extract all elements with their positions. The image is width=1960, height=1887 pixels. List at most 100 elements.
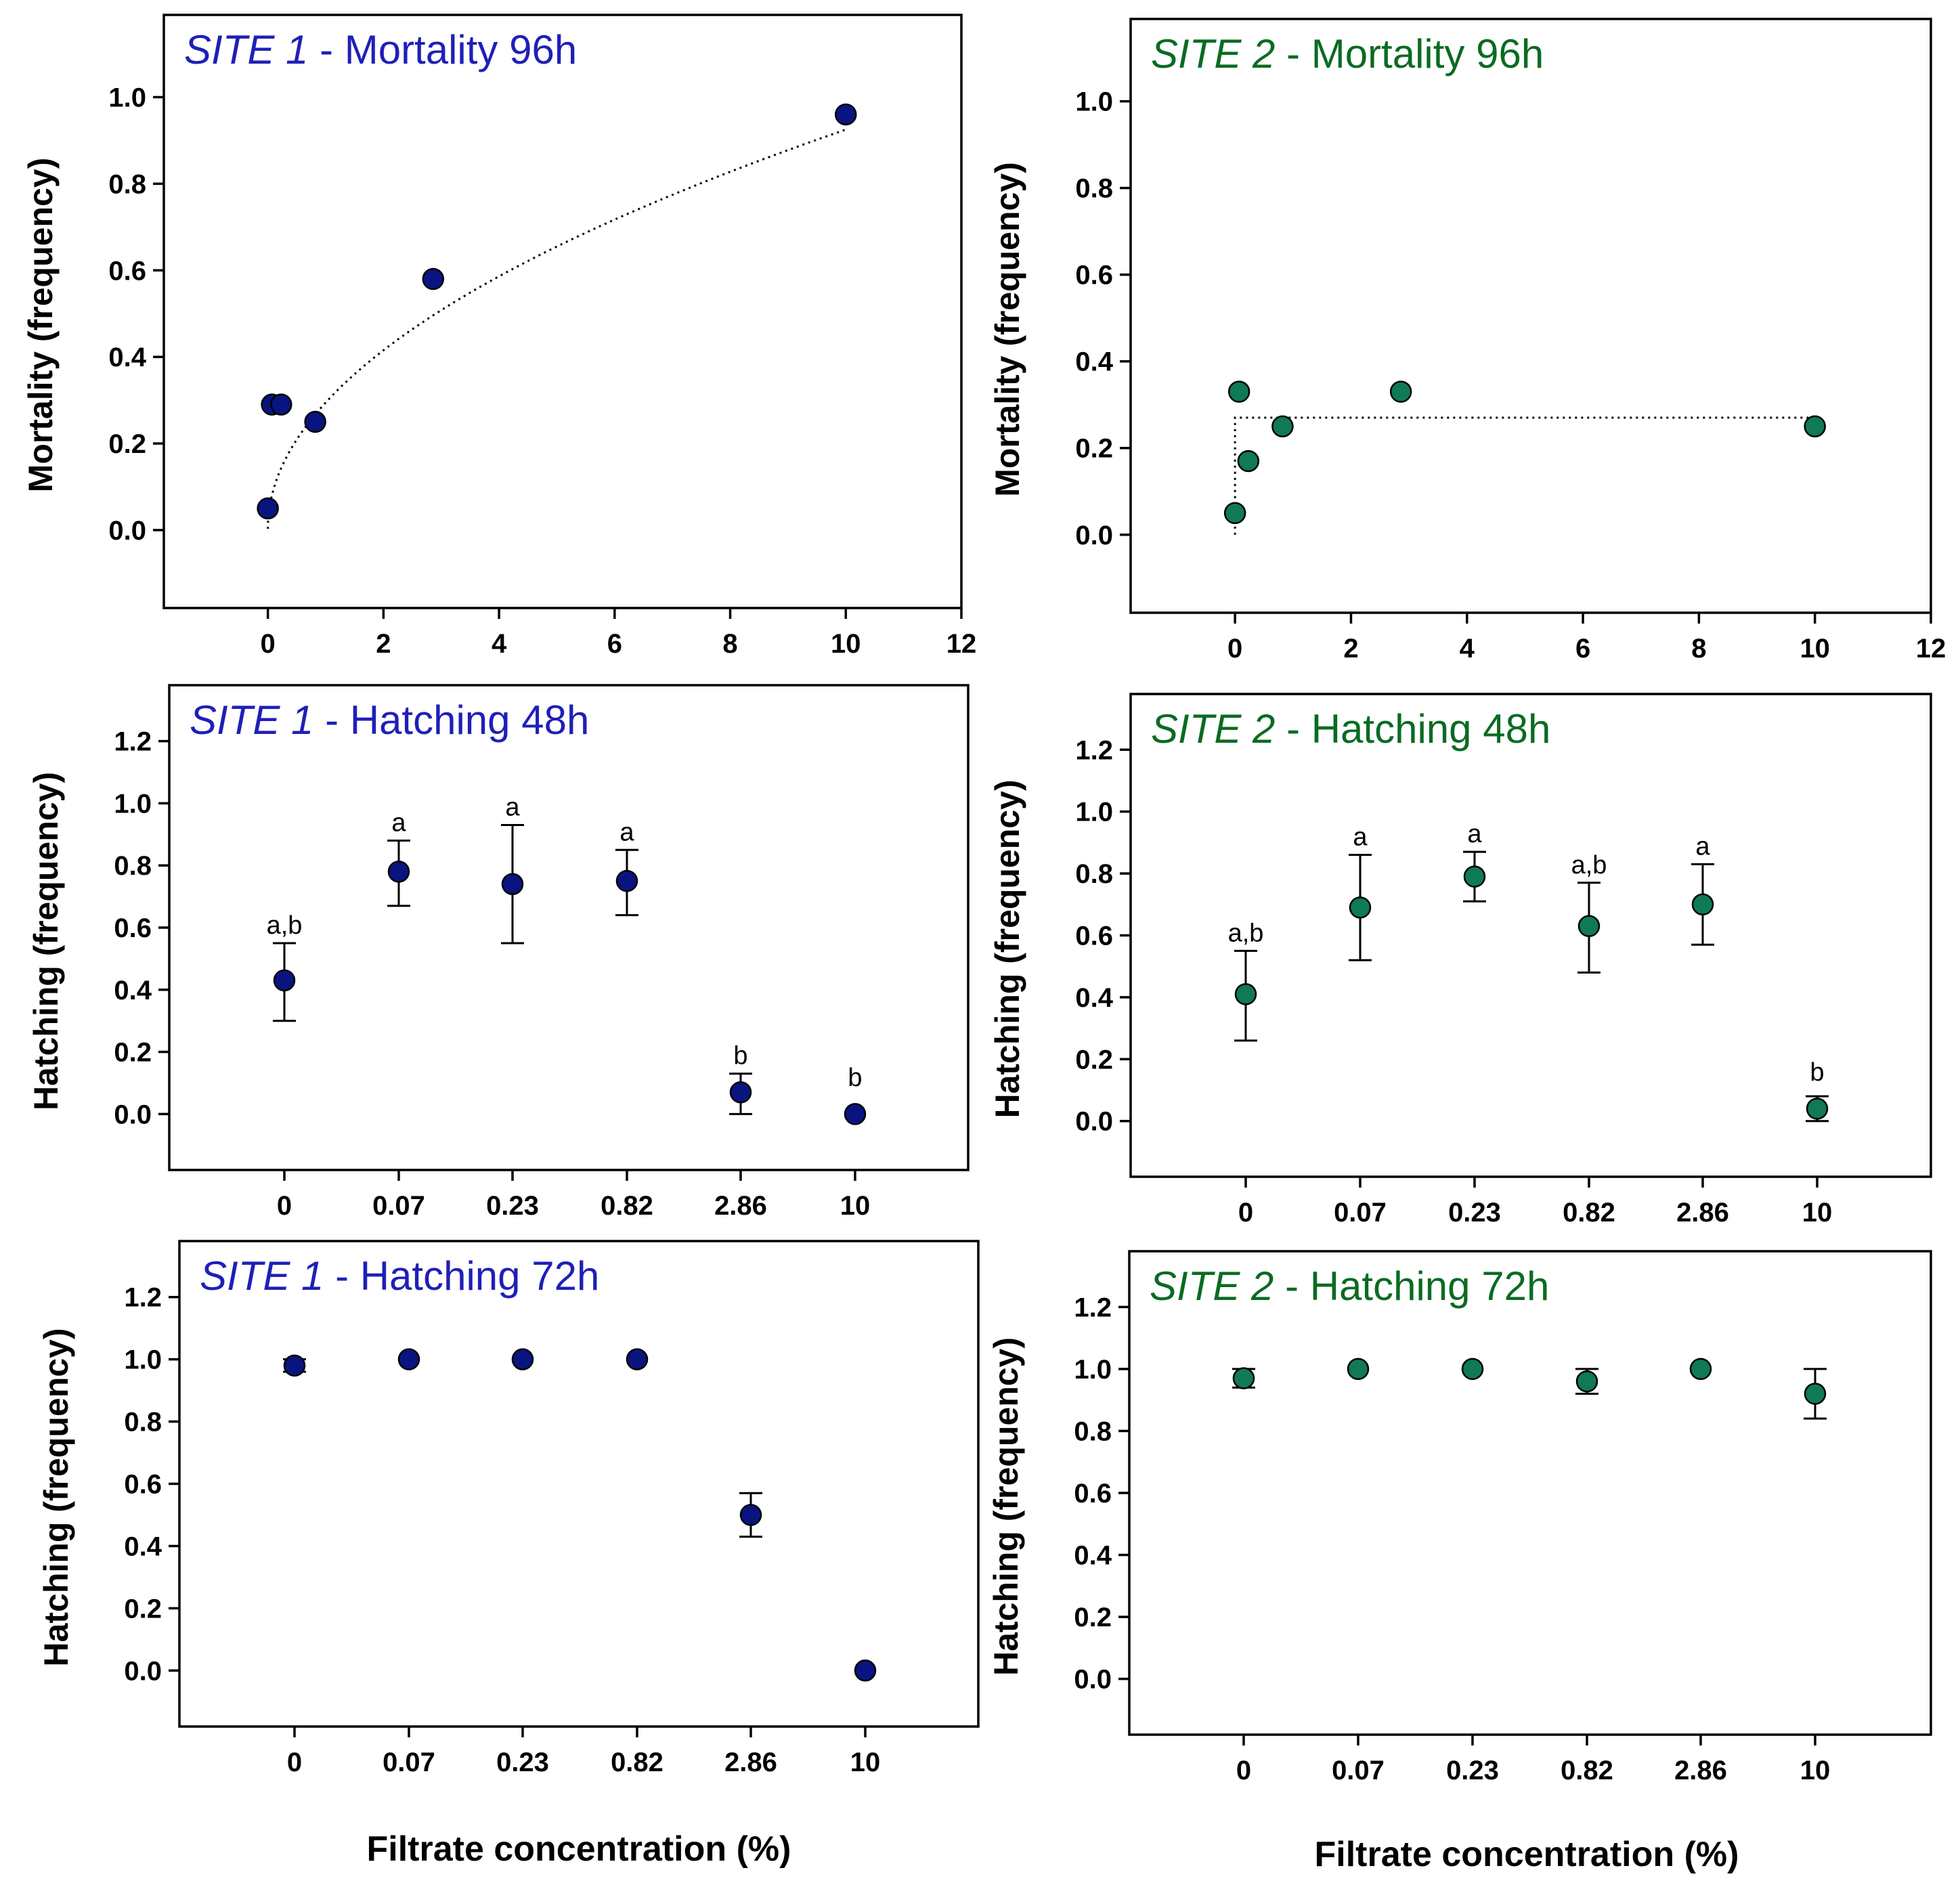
data-point	[270, 393, 292, 416]
x-tick-label: 0.82	[1563, 1198, 1615, 1228]
panel-title-site: SITE 1	[190, 697, 325, 743]
data-point	[1223, 502, 1246, 525]
data-point	[626, 1348, 649, 1370]
panel-title: SITE 1 - Mortality 96h	[184, 27, 577, 72]
y-tick-label: 0.2	[108, 429, 146, 459]
data-point	[1689, 1358, 1712, 1381]
data-point	[1463, 865, 1486, 888]
data-point	[1577, 915, 1600, 938]
y-tick-label: 0.2	[124, 1594, 162, 1624]
y-tick-label: 0.6	[124, 1470, 162, 1500]
x-tick-label: 0.07	[372, 1191, 425, 1221]
x-tick-label: 8	[1691, 634, 1706, 664]
significance-label: a	[619, 818, 634, 846]
data-point	[511, 1348, 534, 1370]
panel-title: SITE 2 - Hatching 48h	[1151, 706, 1550, 752]
data-point	[1389, 381, 1412, 403]
data-point	[844, 1103, 867, 1125]
significance-label: a	[1695, 832, 1710, 861]
y-tick-label: 0.8	[108, 169, 146, 199]
data-point	[273, 969, 296, 992]
data-point	[729, 1081, 752, 1104]
data-point	[1806, 1098, 1829, 1120]
y-axis-label: Hatching (frequency)	[988, 779, 1026, 1118]
x-tick-label: 0.23	[486, 1191, 539, 1221]
x-tick-label: 0.82	[601, 1191, 653, 1221]
y-tick-label: 0.0	[1074, 1665, 1112, 1695]
y-tick-label: 1.0	[1074, 1355, 1112, 1385]
x-tick-label: 2.86	[724, 1748, 777, 1777]
y-tick-label: 1.0	[108, 83, 146, 112]
fit-curve	[1234, 416, 1815, 535]
x-axis-label-left: Filtrate concentration (%)	[367, 1829, 791, 1869]
panel-4: 0.0 0.2 0.4 0.6 0.8 1.0 1.2 0 0.07 0.23 0.82 2.86 10…	[988, 693, 1932, 1228]
x-tick-label: 2.86	[714, 1191, 767, 1221]
x-tick-label: 10	[831, 629, 861, 659]
x-tick-label: 10	[1802, 1198, 1833, 1228]
plot-frame	[1128, 1250, 1932, 1736]
y-tick-label: 1.2	[114, 727, 152, 757]
data-point	[1804, 1383, 1827, 1405]
data-point	[1234, 983, 1257, 1005]
panel-title-measure: - Hatching 72h	[335, 1253, 599, 1299]
y-tick-label: 0.0	[108, 516, 146, 546]
panel-title-measure: - Hatching 72h	[1285, 1263, 1549, 1309]
x-tick-label: 2.86	[1676, 1198, 1729, 1228]
y-tick-label: 0.2	[1075, 1045, 1113, 1075]
y-tick-label: 0.4	[1074, 1541, 1112, 1571]
significance-label: a	[505, 794, 520, 822]
y-tick-label: 0.8	[1075, 859, 1113, 889]
x-tick-label: 2	[1343, 634, 1358, 664]
data-point	[854, 1660, 877, 1682]
significance-label: a,b	[1571, 851, 1607, 880]
data-point	[1575, 1370, 1598, 1393]
y-tick-label: 0.8	[1075, 174, 1113, 204]
y-tick-label: 0.8	[124, 1408, 162, 1437]
y-axis-label: Hatching (frequency)	[987, 1337, 1025, 1676]
x-tick-label: 10	[840, 1191, 871, 1221]
y-tick-label: 0.0	[1075, 1107, 1113, 1137]
data-point	[835, 103, 857, 126]
x-tick-label: 8	[722, 629, 737, 659]
x-tick-label: 0	[261, 629, 276, 659]
x-tick-label: 12	[1916, 634, 1946, 664]
y-tick-label: 0.4	[124, 1532, 162, 1561]
significance-label: b	[848, 1064, 862, 1092]
panel-title: SITE 1 - Hatching 72h	[200, 1253, 599, 1299]
x-tick-label: 2	[376, 629, 391, 659]
significance-label: a	[1467, 820, 1482, 848]
y-tick-label: 0.4	[1075, 347, 1113, 377]
x-tick-label: 2.86	[1674, 1756, 1727, 1785]
data-point	[1227, 381, 1250, 403]
data-point	[422, 267, 445, 290]
data-point	[739, 1504, 762, 1526]
panel-title-site: SITE 1	[184, 27, 320, 72]
y-axis-label: Mortality (frequency)	[22, 158, 60, 493]
data-point	[615, 869, 638, 892]
y-tick-label: 0.6	[1075, 261, 1113, 290]
plot-frame	[178, 1240, 980, 1728]
y-axis-label: Hatching (frequency)	[27, 772, 65, 1110]
significance-label: a	[1353, 823, 1368, 852]
data-point	[1271, 415, 1294, 437]
panel-5: 0.0 0.2 0.4 0.6 0.8 1.0 1.2 0 0.07 0.23 0.82 2.86 10…	[37, 1240, 980, 1777]
y-tick-label: 1.0	[1075, 798, 1113, 827]
data-point	[1461, 1358, 1484, 1381]
panel-6: 0.0 0.2 0.4 0.6 0.8 1.0 1.2 0 0.07 0.23 0.82 2.86 10…	[987, 1250, 1932, 1785]
significance-label: b	[733, 1042, 747, 1070]
x-tick-label: 10	[1800, 1756, 1831, 1785]
panel-title-measure: - Mortality 96h	[1286, 31, 1544, 77]
panel-title-measure: - Hatching 48h	[1286, 706, 1550, 752]
data-point	[501, 873, 524, 895]
panel-title-site: SITE 2	[1150, 1263, 1285, 1309]
significance-label: b	[1810, 1058, 1824, 1087]
panel-3: 0.0 0.2 0.4 0.6 0.8 1.0 1.2 0 0.07 0.23 0.82 2.86 10…	[27, 684, 970, 1221]
y-tick-label: 0.8	[1074, 1416, 1112, 1446]
data-point	[1349, 896, 1372, 919]
x-tick-label: 0.82	[1561, 1756, 1613, 1785]
x-tick-label: 10	[1800, 634, 1830, 664]
x-tick-label: 10	[850, 1748, 881, 1777]
data-point	[283, 1354, 306, 1377]
y-tick-label: 1.2	[1074, 1293, 1112, 1322]
